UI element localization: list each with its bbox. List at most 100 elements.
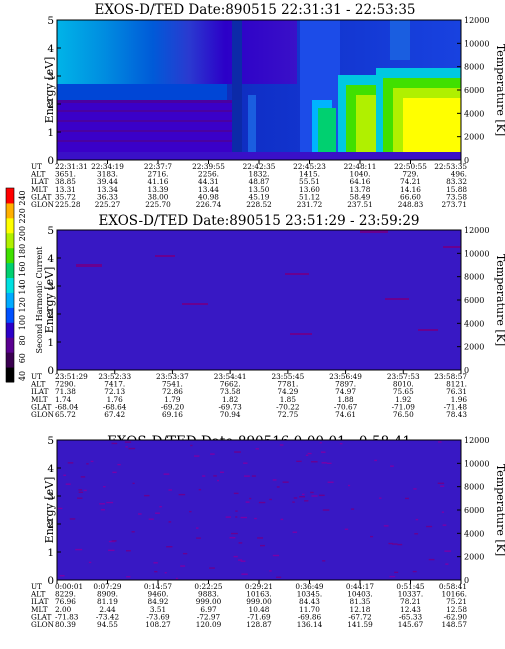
table-cell: 74.29	[277, 387, 298, 396]
ytick-label: 4	[47, 253, 54, 265]
ytick-label: 2	[47, 519, 54, 531]
panel-1-line-a	[57, 100, 237, 103]
table-cell: 72.13	[104, 387, 125, 396]
y2tick-label: 10000	[464, 249, 489, 258]
panel-2-axes: 0 1 2 3 4 5 0 2000 4000 6000 8000 10000 12000	[47, 225, 489, 377]
colorbar-cell	[6, 232, 14, 249]
speckle	[233, 555, 238, 558]
panel-2-mark	[155, 255, 175, 257]
speckle	[237, 559, 243, 561]
speckle	[103, 485, 106, 488]
table-cell: 84.43	[299, 597, 320, 606]
speckle	[233, 492, 239, 495]
y2tick-label: 0	[464, 576, 469, 585]
table-row-label: MLT	[31, 185, 48, 194]
speckle	[112, 471, 117, 474]
table-cell: 38.00	[148, 192, 169, 201]
table-cell: -69.73	[218, 402, 242, 411]
panel-1-line-c	[57, 120, 237, 122]
speckle	[272, 554, 280, 557]
speckle	[69, 518, 76, 520]
y2tick-label: 0	[464, 156, 469, 165]
table-cell: -68.04	[55, 402, 79, 411]
speckle	[339, 443, 343, 445]
table-row-label: UT	[31, 582, 42, 591]
speckle	[124, 441, 132, 443]
panel-1-green-patch	[318, 108, 336, 160]
table-cell: 12.18	[350, 605, 371, 614]
table-cell: 231.72	[297, 200, 323, 209]
table-cell: 9460.	[148, 590, 169, 599]
table-row-label: ILAT	[31, 177, 49, 186]
y2tick-label: 4000	[464, 109, 484, 118]
spectrogram-panel-2: EXOS-D/TED Date:890515 23:51:29 - 23:59:…	[30, 213, 505, 419]
ytick-label: 5	[47, 225, 54, 237]
speckle	[196, 537, 201, 539]
table-cell: 1832.	[249, 170, 270, 179]
speckle	[304, 500, 309, 502]
panel-3-ylabel: Energy [eV]	[43, 477, 56, 544]
speckle	[292, 531, 298, 533]
panel-2-mark	[285, 273, 309, 275]
speckle	[132, 482, 135, 485]
speckle	[302, 493, 305, 496]
table-cell: -69.86	[298, 612, 322, 621]
table-row-label: UT	[31, 372, 42, 381]
speckle	[148, 518, 154, 520]
speckle	[269, 570, 272, 572]
panel-1-heatmap	[57, 20, 461, 160]
speckle	[320, 451, 326, 453]
table-cell: 248.83	[398, 200, 424, 209]
speckle	[166, 546, 173, 548]
table-cell: 66.60	[400, 192, 421, 201]
speckle	[182, 552, 188, 555]
spectrogram-panel-1: EXOS-D/TED Date:890515 22:31:31 - 22:53:…	[30, 2, 505, 209]
table-cell: 23:57:53	[387, 372, 420, 381]
speckle	[83, 489, 87, 492]
speckle	[292, 501, 295, 503]
table-cell: 23:53:37	[156, 372, 189, 381]
table-cell: 12.43	[400, 605, 421, 614]
table-row-label: GLON	[31, 410, 55, 419]
speckle	[219, 471, 224, 473]
speckle	[80, 476, 86, 478]
speckle	[190, 444, 193, 447]
y2tick-label: 12000	[464, 226, 489, 235]
speckle	[322, 509, 330, 511]
speckle	[153, 562, 158, 564]
speckle	[131, 531, 135, 533]
table-cell: 0:00:01	[55, 582, 83, 591]
ytick-label: 0	[47, 365, 54, 377]
ytick-label: 5	[47, 435, 54, 447]
table-cell: 273.71	[441, 200, 467, 209]
speckle	[305, 454, 309, 457]
speckle	[388, 542, 394, 545]
speckle	[180, 565, 186, 567]
speckle	[311, 495, 318, 497]
table-cell: 2716.	[148, 170, 169, 179]
table-cell: -73.42	[96, 612, 119, 621]
speckle	[126, 576, 131, 578]
table-cell: 45.19	[249, 192, 270, 201]
table-cell: 76.96	[55, 597, 76, 606]
table-cell: 67.42	[104, 410, 125, 419]
table-cell: 23:58:57	[434, 372, 467, 381]
speckle	[282, 481, 289, 483]
table-cell: -72.97	[197, 612, 221, 621]
y2tick-label: 12000	[464, 436, 489, 445]
ytick-label: 3	[47, 281, 54, 293]
panel-2-mark	[443, 246, 461, 248]
colorbar-cell	[6, 188, 14, 204]
y2tick-label: 8000	[464, 273, 484, 282]
y2tick-label: 4000	[464, 529, 484, 538]
colorbar-tick-label: 240	[18, 190, 27, 205]
table-cell: -73.69	[146, 612, 170, 621]
table-cell: 23:52:33	[98, 372, 131, 381]
speckle	[198, 488, 202, 491]
table-row-label: GLON	[31, 200, 55, 209]
speckle	[370, 535, 374, 538]
table-cell: 226.74	[196, 200, 222, 209]
ytick-label: 0	[47, 575, 54, 587]
speckle	[128, 447, 136, 450]
speckle	[379, 497, 382, 499]
